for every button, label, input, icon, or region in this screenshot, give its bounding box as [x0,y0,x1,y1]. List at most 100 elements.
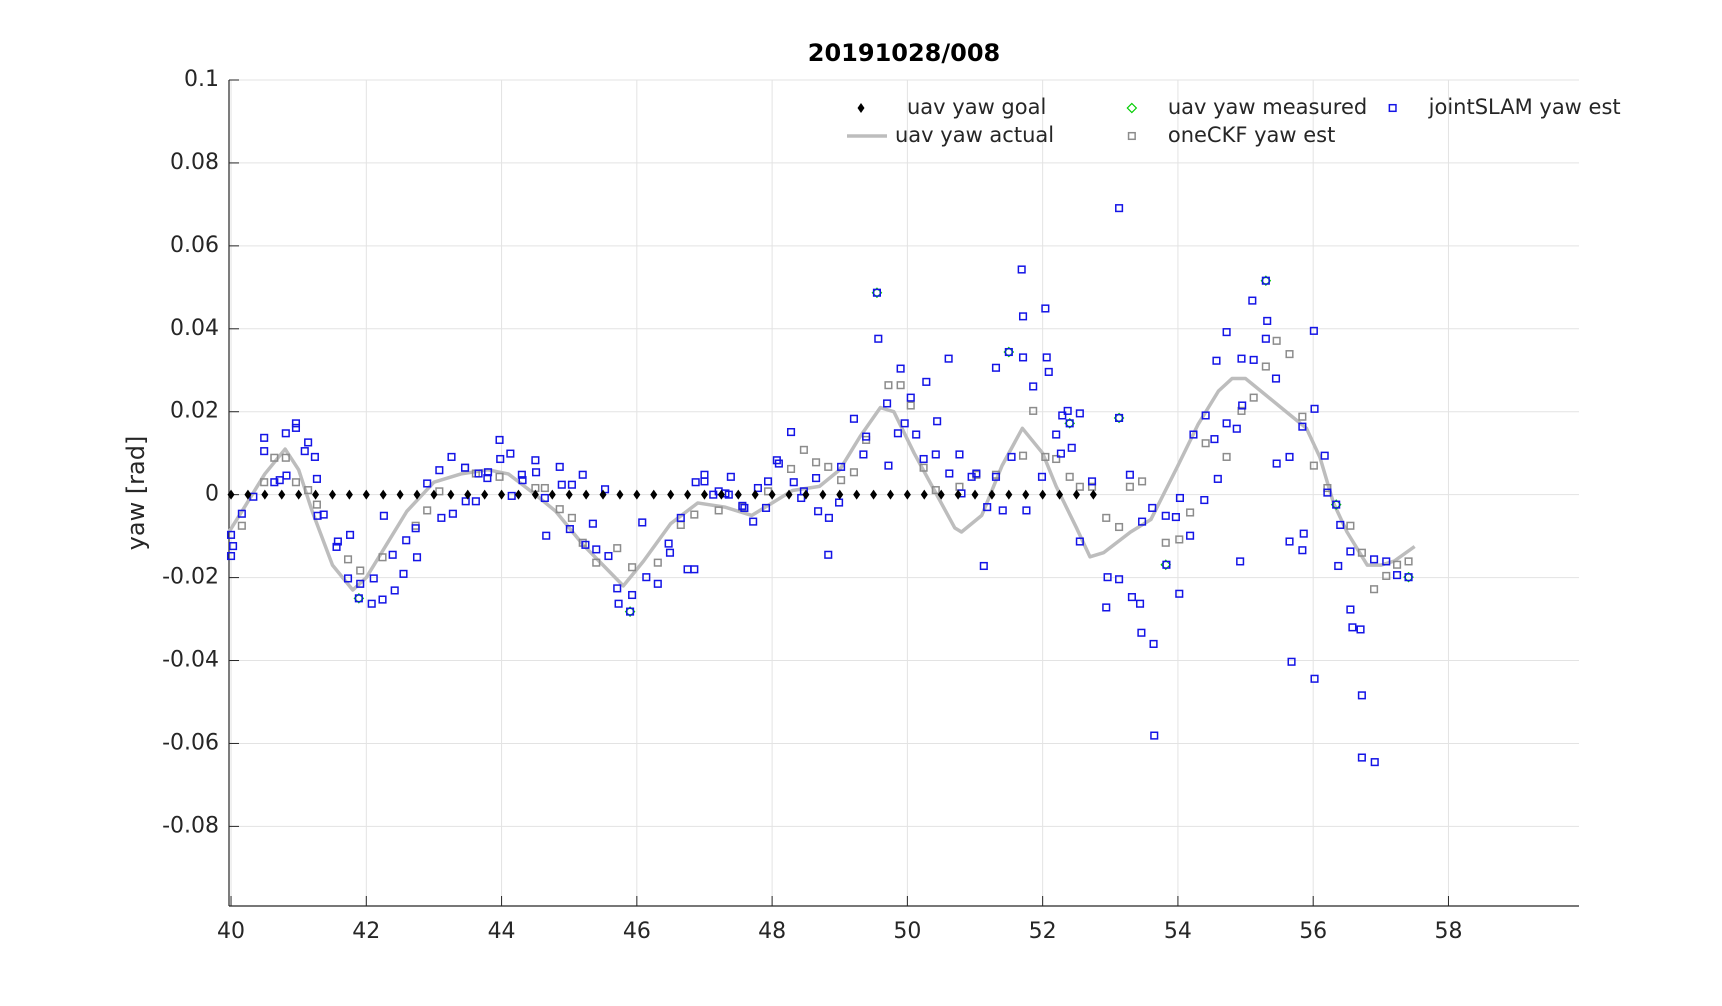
data-point [684,489,692,500]
x-tick-label: 48 [758,919,786,944]
data-point [1310,404,1319,413]
data-point [555,505,564,514]
data-point [1287,657,1296,666]
data-point [991,472,1001,481]
data-point [1346,521,1355,530]
data-point [824,462,833,471]
data-point [665,548,675,557]
data-point [919,454,928,464]
data-point [1137,628,1146,637]
legend-label: oneCKF yaw est [1168,123,1336,147]
plot-area [226,204,1416,767]
data-point [1404,573,1413,582]
data-point [412,553,422,562]
data-point [714,506,723,515]
data-point [1039,489,1047,500]
data-point [1103,573,1112,582]
y-tick-label: 0 [205,482,219,507]
y-axis-label: yaw [rad] [122,436,150,551]
data-point [628,563,637,572]
x-tick-label: 58 [1434,919,1462,944]
data-point [700,470,709,479]
data-point [922,377,931,386]
data-point [1065,472,1074,481]
data-point [979,561,988,571]
data-point [1348,623,1357,632]
data-point [281,429,290,438]
data-point [1148,503,1157,512]
data-point [1285,537,1294,546]
data-point [837,476,846,485]
data-point [1161,511,1170,520]
x-tick-label: 46 [623,919,651,944]
data-point [1186,531,1195,540]
data-point [483,468,493,477]
data-point [1056,489,1064,500]
data-point [506,449,515,458]
data-point [423,479,432,488]
data-point [774,459,783,468]
data-point [1162,560,1171,569]
data-point [604,551,613,561]
data-point [291,423,301,432]
data-point [1150,731,1159,740]
data-point [802,489,810,500]
data-point [1356,625,1365,634]
data-point [753,483,762,493]
data-point [633,489,641,500]
data-point [1189,430,1198,439]
data-point [724,490,733,499]
data-point [333,537,342,546]
data-point [1065,419,1074,428]
data-line [227,376,1416,592]
data-point [616,489,624,500]
data-point [1115,522,1124,532]
data-point [312,500,321,509]
data-point [471,497,480,506]
data-point [726,472,735,481]
data-point [1005,489,1013,500]
data-point [270,478,279,487]
data-point [1044,367,1053,376]
data-point [691,478,700,487]
data-point [388,550,397,559]
data-point [1285,452,1294,461]
data-point [557,480,566,489]
data-point [1149,639,1158,648]
data-point [998,506,1007,515]
data-point [931,450,940,459]
data-point [1323,488,1332,497]
data-point [1370,555,1379,564]
data-point [954,489,962,500]
data-point [786,427,796,437]
data-point [356,579,365,588]
data-point [653,579,662,588]
data-point [278,489,286,500]
data-point [1336,520,1345,529]
data-point [310,452,319,461]
data-point [862,432,871,441]
y-tick-label: -0.04 [162,648,219,673]
data-point [1138,477,1147,486]
data-point [565,525,574,534]
data-point [1201,411,1210,420]
data-point [1200,495,1209,505]
data-point [367,599,376,608]
data-point [588,519,597,528]
x-tick-label: 42 [352,919,380,944]
data-point [1298,422,1307,431]
data-point [690,565,699,574]
data-point [785,489,793,500]
data-point [1017,265,1026,274]
data-point [1382,571,1391,580]
data-point [1298,546,1307,555]
data-point [1041,452,1050,461]
data-point [447,452,456,461]
data-point [1370,758,1379,767]
data-point [613,544,622,553]
data-point [1089,489,1097,500]
data-point [683,565,692,574]
data-point [1332,500,1341,509]
data-point [390,586,399,595]
